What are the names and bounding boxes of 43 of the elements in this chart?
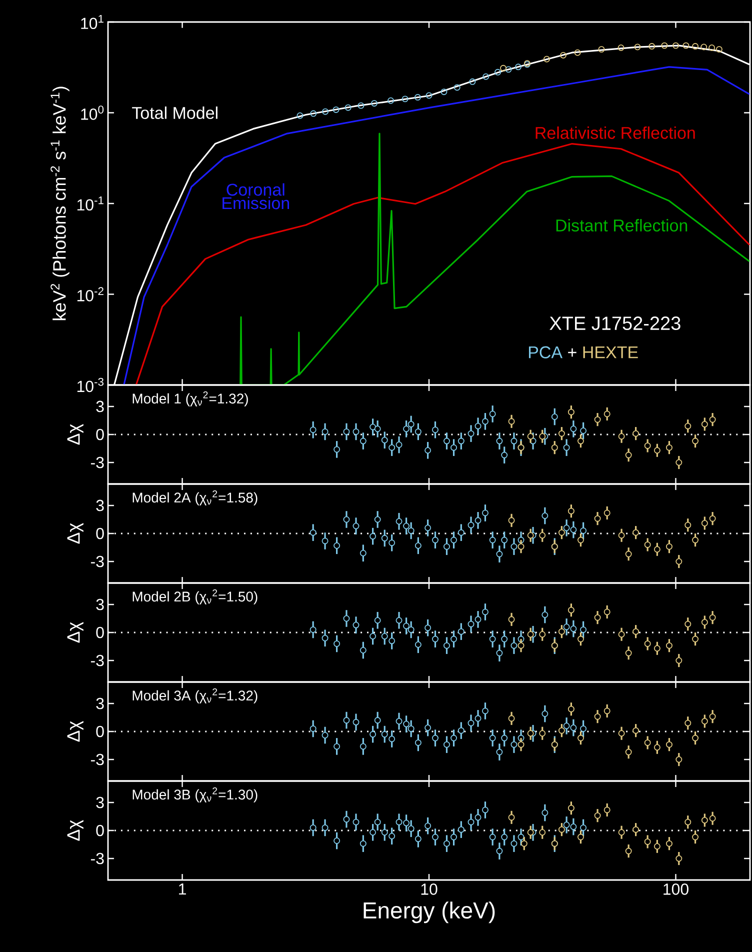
y-tick-label: 3 (96, 400, 104, 412)
y-tick-label: -3 (90, 754, 104, 766)
x-tick-label: 1 (179, 884, 186, 895)
y-tick-label: 3 (96, 698, 104, 710)
y-tick-label: 0 (96, 528, 104, 540)
text: keV$^{2}$ (Photons cm$^{-2}$ s$^{-1}$ keV$^{-1}$) (50, 86, 70, 320)
x-axis-title: Energy (keV) (364, 902, 495, 924)
y-tick-label: 10$^{-1}$ (77, 196, 104, 211)
y-tick-label: -3 (90, 852, 104, 864)
annotation: Model 3B (χ$_{ν}$$^{2}$=1.30) (132, 787, 258, 802)
y-tick-label: 3 (96, 500, 104, 512)
y-tick-label: -3 (90, 456, 104, 468)
annotation: XTE J1752-223 (550, 316, 680, 330)
y-tick-label: 10$^{1}$ (81, 14, 104, 30)
text: PCA (528, 346, 563, 358)
y-tick-label: 0 (96, 726, 104, 738)
y-axis-title: Δχ (67, 424, 84, 445)
annotation: + (568, 348, 576, 357)
annotation: Model 2A (χ$_{ν}$$^{2}$=1.58) (132, 490, 258, 506)
annotation: Model 3A (χ$_{ν}$$^{2}$=1.32) (132, 688, 258, 704)
legend-label: Total Model (132, 106, 218, 119)
series-label: Relativistic Reflection (536, 126, 695, 139)
y-axis-title: Δχ (67, 522, 84, 544)
y-axis-title: Δχ (67, 720, 84, 742)
y-tick-label: 0 (96, 824, 104, 836)
annotation: Model 2B (χ$_{ν}$$^{2}$=1.50) (132, 589, 258, 604)
x-tick-label: 100 (664, 884, 688, 895)
x-tick-label: 10 (421, 884, 438, 895)
series-label: Coronal Emission (222, 183, 290, 210)
y-tick-label: 10$^{-2}$ (77, 287, 104, 302)
y-axis-title: Δχ (67, 622, 84, 643)
y-tick-label: 10$^{0}$ (81, 106, 104, 120)
y-tick-label: 0 (96, 626, 104, 638)
annotation: Model 1 (χ$_{ν}$$^{2}$=1.32) (132, 391, 248, 406)
y-axis-title: Δχ (67, 820, 84, 841)
text: HEXTE (583, 346, 638, 358)
y-tick-label: 3 (96, 598, 104, 610)
y-tick-label: 3 (96, 796, 104, 808)
series-label: Distant Reflection (556, 219, 688, 232)
y-tick-label: 0 (96, 428, 104, 440)
y-tick-label: -3 (90, 556, 104, 568)
y-tick-label: -3 (90, 654, 104, 666)
y-tick-label: 10$^{-3}$ (77, 378, 104, 392)
